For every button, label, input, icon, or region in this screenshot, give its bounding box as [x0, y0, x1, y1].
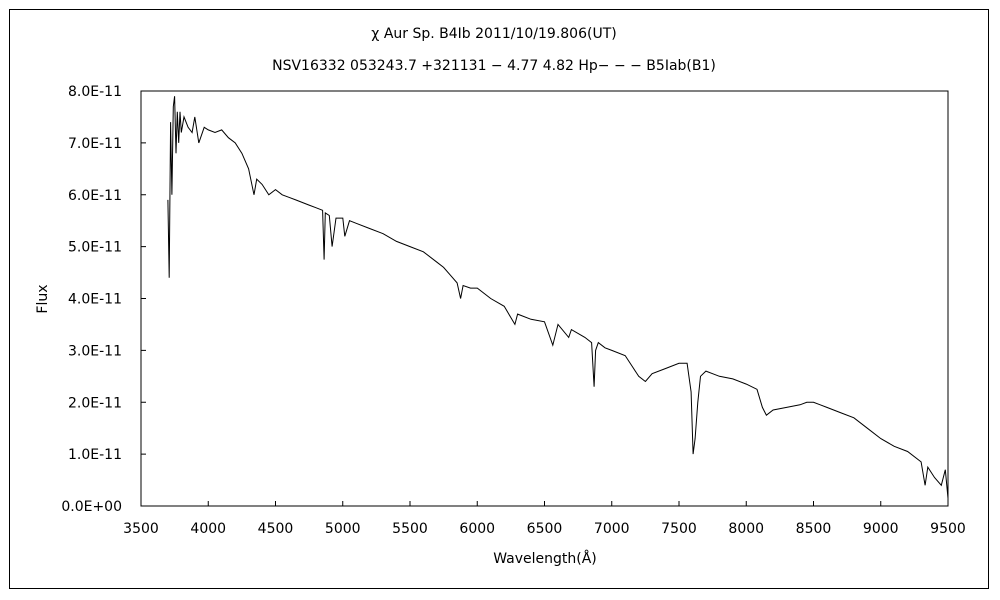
x-tick-label: 8000 [728, 521, 764, 537]
x-tick-label: 6500 [527, 521, 563, 537]
x-axis-ticks [140, 501, 949, 506]
y-tick-label: 0.0E+00 [61, 499, 122, 515]
x-tick-label: 4500 [258, 521, 294, 537]
x-tick-label: 7500 [661, 521, 697, 537]
x-tick-label: 4000 [190, 521, 226, 537]
spectrum-line [167, 96, 949, 499]
x-tick-label: 8500 [796, 521, 832, 537]
plot-area [140, 90, 949, 507]
chart-subtitle: NSV16332 053243.7 +321131 − 4.77 4.82 Hp… [272, 58, 716, 74]
x-tick-label: 9500 [930, 521, 966, 537]
y-axis-tick-labels: 0.0E+00 1.0E-11 2.0E-11 3.0E-11 4.0E-11 5.0E-… [61, 84, 122, 515]
y-tick-label: 1.0E-11 [68, 447, 122, 463]
y-tick-label: 4.0E-11 [68, 292, 122, 308]
y-tick-label: 2.0E-11 [68, 395, 122, 411]
y-tick-label: 5.0E-11 [68, 240, 122, 256]
x-tick-label: 9000 [863, 521, 899, 537]
x-tick-label: 5000 [325, 521, 361, 537]
x-axis-label: Wavelength(Å) [493, 550, 597, 567]
y-tick-label: 7.0E-11 [68, 136, 122, 152]
y-axis-label: Flux [35, 284, 51, 313]
x-tick-label: 5500 [392, 521, 428, 537]
y-tick-label: 3.0E-11 [68, 343, 122, 359]
x-axis-tick-labels: 3500 4000 4500 5000 5500 6000 6500 7000 7500 8000… [123, 521, 966, 537]
chart-title: χ Aur Sp. B4Ib 2011/10/19.806(UT) [371, 26, 616, 42]
y-tick-label: 8.0E-11 [68, 84, 122, 100]
x-tick-label: 7000 [594, 521, 630, 537]
y-tick-label: 6.0E-11 [68, 188, 122, 204]
x-tick-label: 6000 [459, 521, 495, 537]
x-tick-label: 3500 [123, 521, 159, 537]
y-axis-ticks [141, 90, 146, 507]
